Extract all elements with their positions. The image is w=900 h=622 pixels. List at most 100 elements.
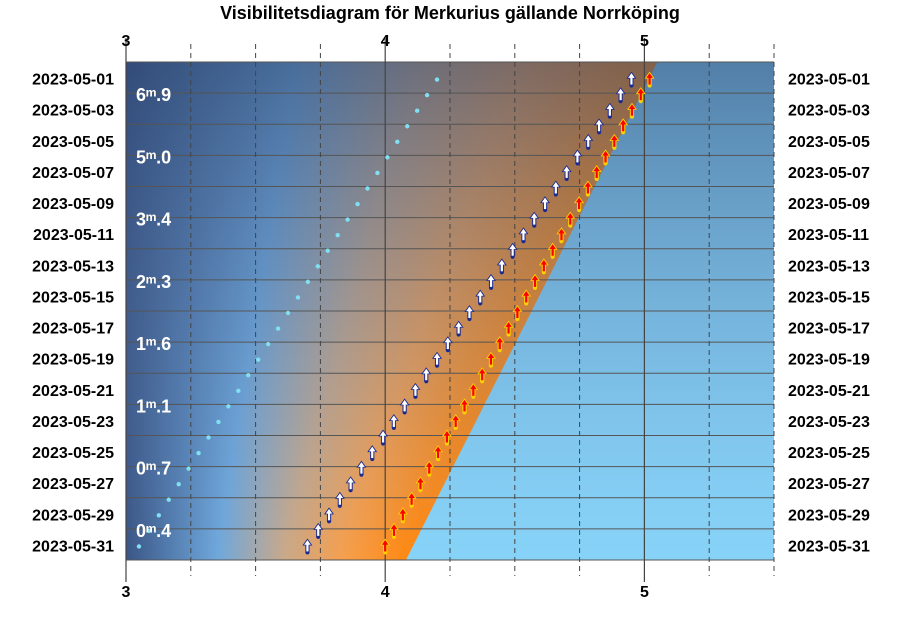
sun-arrow — [450, 413, 461, 431]
mercury-arrow-head — [563, 166, 570, 172]
sun-arrow — [433, 445, 444, 462]
sun-arrow-head — [478, 368, 486, 374]
x-tick-label-bottom: 4 — [381, 584, 390, 601]
mercury-arrow-head — [347, 477, 354, 483]
mercury-arrow — [486, 273, 497, 290]
mercury-arrow — [464, 305, 475, 322]
sun-arrow-head — [399, 508, 407, 514]
sun-arrow-head — [461, 399, 468, 405]
sun-arrow — [477, 367, 488, 384]
mercury-arrow-head — [606, 104, 614, 109]
date-label-right: 2023-05-29 — [788, 507, 870, 524]
mercury-arrow-head — [466, 306, 473, 312]
mercury-arrow-head — [487, 275, 495, 281]
mercury-arrow-head — [476, 290, 484, 296]
sun-arrow — [512, 305, 523, 322]
mercury-dot — [136, 544, 142, 549]
sun-arrow-head — [575, 197, 583, 203]
mercury-arrow-head — [455, 322, 462, 327]
mercury-arrow — [367, 445, 378, 462]
magnitude-label: 5ᵐ.0 — [136, 147, 171, 167]
date-label-left: 2023-05-09 — [32, 196, 114, 213]
mercury-arrow-head — [422, 368, 430, 374]
sun-arrow-head — [558, 228, 565, 234]
sun-arrow — [538, 258, 549, 275]
mercury-arrow-head — [401, 399, 408, 405]
mercury-dot — [216, 419, 221, 425]
date-label-right: 2023-05-01 — [788, 72, 870, 89]
mercury-arrow — [324, 507, 335, 524]
date-label-right: 2023-05-15 — [788, 289, 870, 306]
mercury-arrow — [302, 538, 313, 555]
sun-arrow-head — [408, 493, 415, 499]
sun-arrow — [459, 398, 470, 415]
mercury-arrow-head — [379, 431, 387, 436]
sun-arrow — [582, 180, 593, 197]
magnitude-label: 3ᵐ.4 — [136, 210, 171, 230]
date-label-left: 2023-05-21 — [32, 383, 114, 400]
mercury-arrow — [626, 71, 637, 88]
date-label-right: 2023-05-13 — [788, 258, 870, 275]
mercury-dot — [246, 373, 251, 378]
date-label-left: 2023-05-25 — [32, 445, 114, 462]
mercury-arrow-head — [628, 73, 635, 78]
magnitude-label: 0ᵐ.7 — [136, 459, 171, 479]
sun-arrow-head — [487, 353, 495, 358]
sun-arrow-head — [514, 306, 521, 312]
mercury-dot — [315, 264, 321, 269]
mercury-arrow — [583, 133, 594, 150]
sun-arrow — [485, 351, 496, 368]
mercury-arrow-head — [368, 446, 376, 452]
date-label-left: 2023-05-15 — [32, 289, 114, 306]
sun-arrow-head — [390, 524, 398, 530]
mercury-dot — [305, 279, 311, 285]
sun-arrow — [530, 273, 541, 290]
mercury-dot — [355, 201, 360, 207]
mercury-arrow — [529, 211, 540, 228]
x-tick-label-top: 4 — [381, 33, 390, 50]
magnitude-label: 1ᵐ.6 — [136, 334, 171, 354]
mercury-arrow — [388, 413, 399, 431]
date-label-left: 2023-05-29 — [32, 507, 114, 524]
mercury-arrow — [453, 320, 464, 337]
mercury-arrow — [432, 351, 443, 368]
mercury-dot — [434, 77, 440, 82]
sun-arrow-head — [549, 244, 556, 250]
sun-arrow — [547, 242, 558, 259]
x-tick-label-bottom: 3 — [122, 584, 131, 601]
mercury-dot — [156, 513, 162, 518]
x-tick-label-bottom: 5 — [640, 584, 649, 601]
mercury-arrow — [410, 382, 421, 399]
sun-arrow — [591, 164, 602, 182]
date-label-right: 2023-05-19 — [788, 352, 870, 369]
mercury-dot — [375, 170, 380, 176]
sun-arrow-head — [566, 213, 574, 218]
mercury-arrow — [475, 289, 486, 306]
chart-title: Visibilitetsdiagram för Merkurius gällan… — [220, 3, 680, 23]
mercury-dot — [295, 295, 301, 300]
mercury-arrow-head — [617, 88, 624, 94]
mercury-arrow — [572, 149, 583, 166]
mercury-arrow-head — [552, 182, 560, 187]
mercury-dot — [275, 326, 281, 331]
mercury-arrow-head — [444, 337, 452, 343]
mercury-arrow-head — [574, 150, 581, 156]
date-label-left: 2023-05-23 — [32, 414, 114, 431]
mercury-arrow-head — [530, 213, 538, 218]
mercury-dot — [285, 310, 291, 316]
date-label-right: 2023-05-05 — [788, 134, 870, 151]
sun-arrow-head — [611, 135, 618, 141]
x-tick-label-top: 5 — [640, 33, 649, 50]
mercury-dot — [226, 404, 231, 409]
mercury-arrow-head — [520, 228, 527, 234]
sun-arrow — [406, 491, 417, 508]
date-label-left: 2023-05-13 — [32, 258, 114, 275]
date-label-right: 2023-05-21 — [788, 383, 870, 400]
mercury-arrow — [561, 164, 572, 182]
date-label-right: 2023-05-07 — [788, 165, 870, 182]
sun-arrow — [494, 336, 505, 353]
sun-arrow-head — [470, 384, 477, 390]
mercury-arrow-head — [390, 415, 398, 421]
date-label-right: 2023-05-17 — [788, 321, 870, 338]
